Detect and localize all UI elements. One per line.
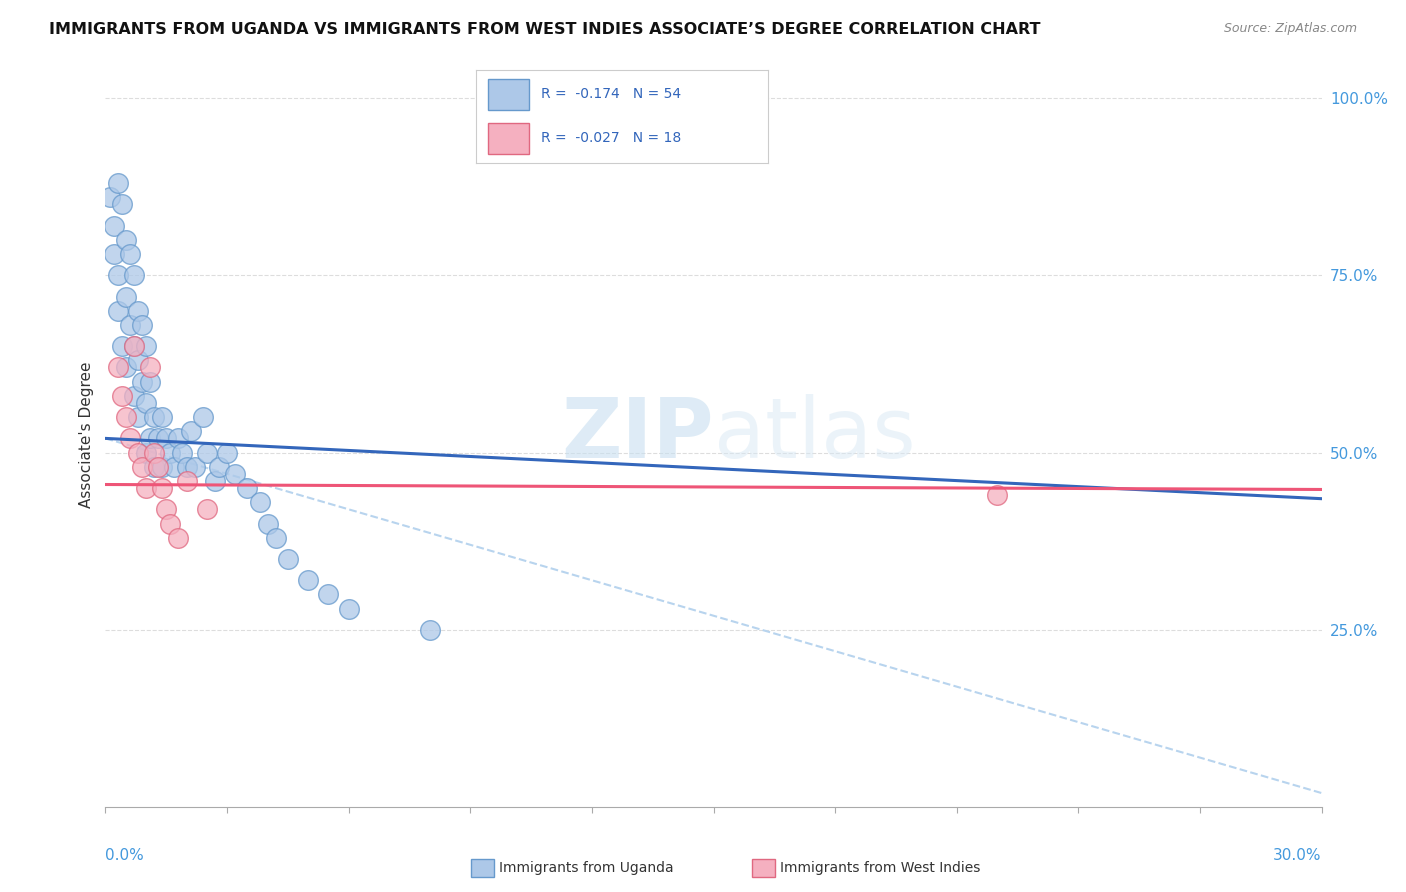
Point (208, 459, 231, 474)
Point (139, 431, 162, 445)
Text: IMMIGRANTS FROM UGANDA VS IMMIGRANTS FROM WEST INDIES ASSOCIATE’S DEGREE CORRELA: IMMIGRANTS FROM UGANDA VS IMMIGRANTS FRO… (49, 22, 1040, 37)
Point (114, 410, 136, 425)
Point (127, 410, 149, 425)
Point (146, 431, 169, 445)
Point (277, 552, 299, 566)
Point (127, 353, 149, 368)
Point (103, 219, 125, 233)
Point (150, 410, 173, 425)
Point (180, 425, 202, 439)
Point (204, 474, 226, 488)
Point (118, 431, 141, 445)
Point (107, 176, 129, 190)
Point (176, 459, 198, 474)
Point (107, 303, 129, 318)
Point (114, 233, 136, 247)
Point (139, 375, 162, 389)
Point (122, 389, 145, 403)
Point (111, 339, 134, 353)
Point (98, 190, 121, 204)
Text: Source: ZipAtlas.com: Source: ZipAtlas.com (1223, 22, 1357, 36)
Point (143, 410, 166, 425)
Text: 30.0%: 30.0% (1274, 848, 1322, 863)
Point (191, 410, 214, 425)
Point (150, 481, 173, 495)
Point (131, 375, 153, 389)
Point (131, 459, 153, 474)
Point (159, 516, 181, 531)
Point (195, 502, 218, 516)
Point (172, 445, 194, 459)
Point (131, 318, 153, 332)
Point (419, 623, 441, 637)
Point (114, 289, 136, 303)
Point (127, 303, 149, 318)
Point (183, 459, 205, 474)
Point (135, 339, 157, 353)
Point (135, 481, 157, 495)
Point (163, 459, 186, 474)
Point (256, 516, 278, 531)
Point (167, 431, 190, 445)
Text: Immigrants from West Indies: Immigrants from West Indies (780, 861, 981, 875)
Point (146, 459, 169, 474)
Point (143, 459, 166, 474)
Point (122, 339, 145, 353)
Point (127, 445, 149, 459)
Point (122, 268, 145, 283)
Point (159, 445, 181, 459)
Point (264, 531, 287, 545)
Point (217, 445, 239, 459)
Point (224, 467, 246, 481)
Y-axis label: Associate's Degree: Associate's Degree (79, 361, 94, 508)
Point (135, 396, 157, 410)
Point (986, 488, 1008, 502)
Point (176, 474, 198, 488)
Point (139, 360, 162, 375)
Point (297, 574, 319, 588)
Point (143, 445, 166, 459)
Point (107, 360, 129, 375)
Point (111, 197, 134, 211)
Point (103, 247, 125, 261)
Point (167, 531, 190, 545)
Point (155, 431, 177, 445)
Point (122, 339, 145, 353)
Text: atlas: atlas (713, 394, 915, 475)
Point (236, 481, 259, 495)
Point (195, 445, 218, 459)
Point (150, 459, 173, 474)
Text: 0.0%: 0.0% (105, 848, 145, 863)
Text: Immigrants from Uganda: Immigrants from Uganda (499, 861, 673, 875)
Point (155, 502, 177, 516)
Point (337, 601, 360, 615)
Point (114, 360, 136, 375)
Point (118, 247, 141, 261)
Point (318, 587, 340, 601)
Point (118, 318, 141, 332)
Point (111, 389, 134, 403)
Text: ZIP: ZIP (561, 394, 713, 475)
Point (249, 495, 271, 509)
Point (107, 268, 129, 283)
Point (135, 445, 157, 459)
